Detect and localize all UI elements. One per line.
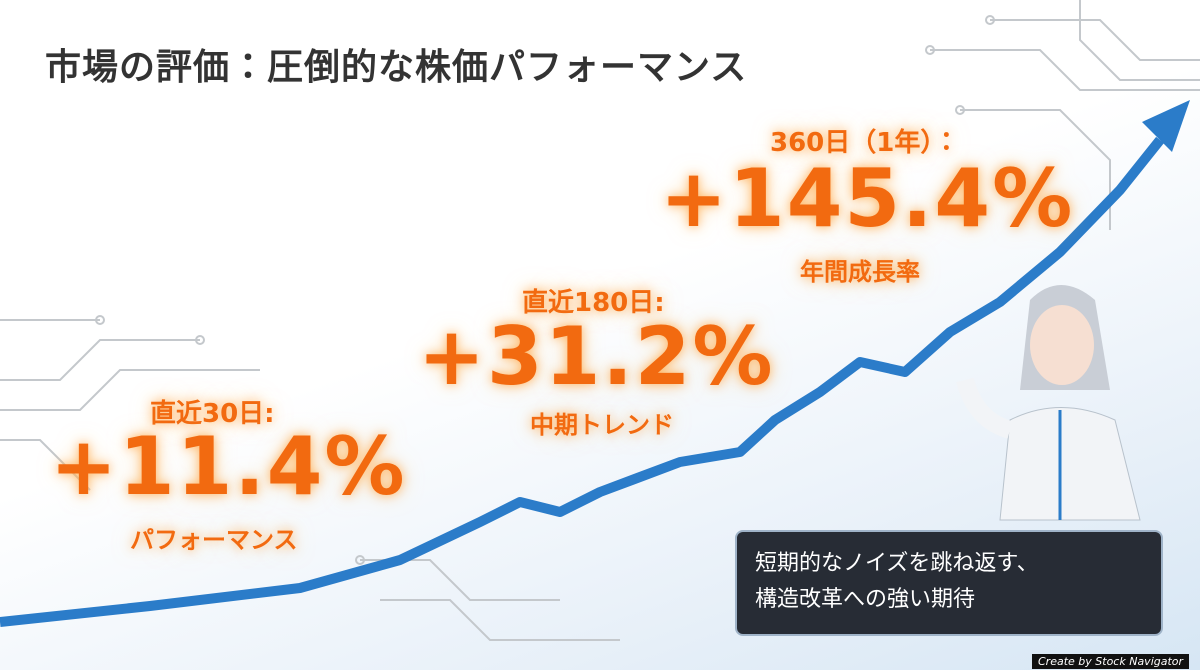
stat-caption: 年間成長率 bbox=[800, 258, 920, 286]
stat-label: 360日（1年）： bbox=[770, 128, 960, 158]
stat-caption: 中期トレンド bbox=[530, 411, 674, 439]
stat-value: +31.2% bbox=[418, 310, 775, 403]
title: 市場の評価：圧倒的な株価パフォーマンス bbox=[45, 47, 748, 88]
stat-value: +11.4% bbox=[50, 420, 407, 513]
trend-line bbox=[0, 136, 1164, 627]
stat-caption: パフォーマンス bbox=[130, 526, 298, 554]
callout: 短期的なノイズを跳ね返す、 構造改革への強い期待 bbox=[735, 530, 1163, 636]
character bbox=[956, 285, 1141, 521]
credit: Create by Stock Navigator bbox=[1032, 654, 1190, 669]
stat-label: 直近180日: bbox=[522, 288, 665, 318]
callout-line: 短期的なノイズを跳ね返す、 bbox=[755, 551, 1039, 576]
circuit-lines bbox=[0, 0, 1200, 641]
stat-value: +145.4% bbox=[660, 152, 1075, 245]
stat-label: 直近30日: bbox=[150, 399, 275, 429]
callout-line: 構造改革への強い期待 bbox=[755, 587, 976, 612]
trend-arrowhead bbox=[1142, 100, 1190, 152]
